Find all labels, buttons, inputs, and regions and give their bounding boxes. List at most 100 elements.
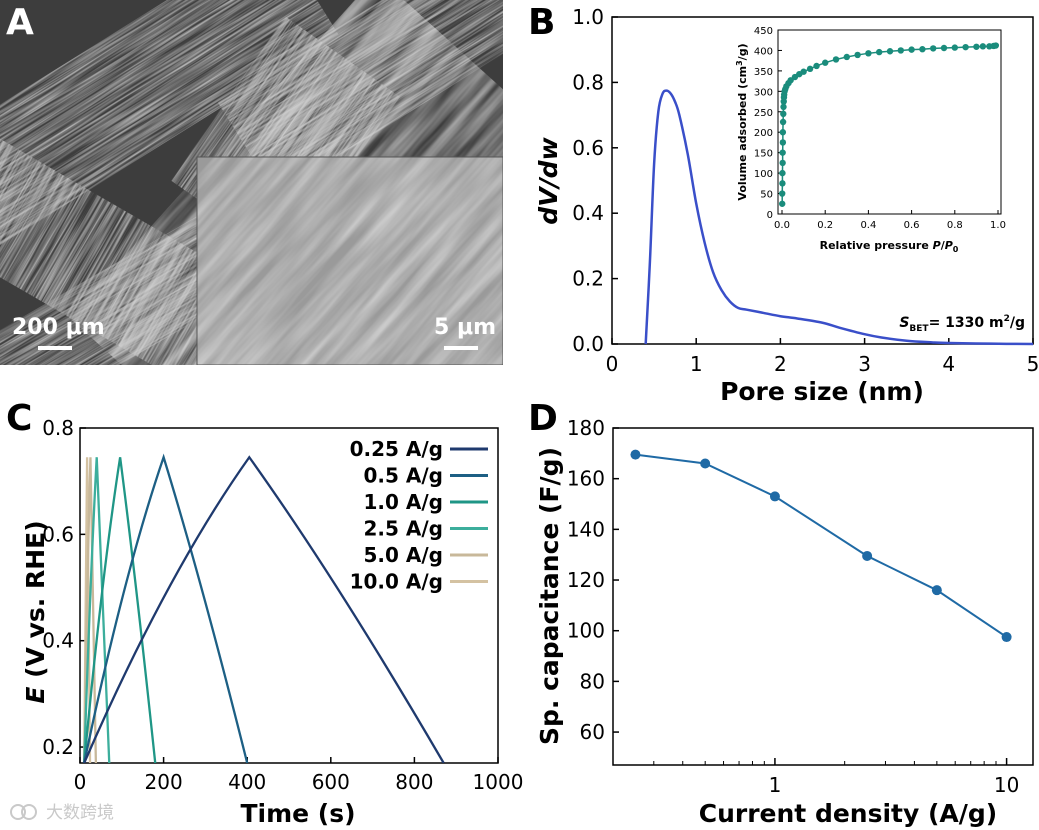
chart-d: 1 10 60 80 100 120 140 160 180 Current density (… (535, 416, 1034, 828)
scale-bar-label-main: 200 μm (12, 315, 105, 340)
chart-d-frame (612, 427, 1034, 766)
chart-b-y-tick-label: 0.6 (572, 136, 604, 160)
chart-d-x-tick-label: 1 (769, 773, 782, 797)
inset-data-point (951, 44, 958, 51)
chart-c-x-tick-label: 200 (145, 770, 183, 794)
chart-c-x-tick-label: 1000 (473, 770, 524, 794)
chart-d-y-tick-label: 160 (567, 467, 605, 491)
chart-c-x-tick-label: 600 (312, 770, 350, 794)
inset-x-tick-label: 1.0 (990, 220, 1006, 231)
chart-c-series-line (83, 453, 249, 763)
watermark-text: 大数跨境 (46, 803, 114, 823)
inset-x-title: Relative pressure P/P0 (820, 239, 959, 254)
chart-c-series-line (83, 457, 98, 763)
inset-y-tick-label: 100 (754, 169, 773, 180)
inset-data-point (940, 44, 948, 52)
chart-c-legend-label: 0.5 A/g (364, 464, 444, 488)
inset-y-tick-label: 400 (754, 46, 773, 57)
inset-data-point (780, 110, 787, 118)
chart-c-legend-label: 2.5 A/g (364, 517, 444, 541)
inset-x-tick-label: 0.8 (947, 220, 963, 231)
inset-data-point (779, 169, 786, 177)
watermark-icon (10, 804, 26, 820)
chart-c-x-tick-label: 0 (74, 770, 87, 794)
chart-b-x-tick-label: 3 (858, 352, 871, 376)
chart-d-data-point (1001, 632, 1012, 643)
inset-data-point (930, 45, 937, 52)
inset-data-point (780, 103, 787, 111)
inset-y-tick-label: 450 (754, 26, 773, 37)
panel-letter-a: A (6, 2, 34, 43)
chart-b: 0 1 2 3 4 50.00.20.40.60.81.0 Pore size (nm) … (534, 5, 1039, 406)
chart-b-x-tick-label: 4 (942, 352, 955, 376)
scale-bar-label-inset: 5 μm (434, 315, 496, 340)
inset-data-point (822, 59, 829, 66)
inset-data-point (779, 118, 787, 126)
chart-c-series-line (83, 457, 111, 763)
sem-micrograph: A 200 μm 5 μm (0, 0, 503, 365)
chart-b-y-tick-label: 0.8 (572, 70, 604, 94)
chart-d-x-title: Current density (A/g) (699, 799, 998, 828)
chart-b-series-line (644, 89, 1034, 346)
inset-y-title: Volume adsorbed (cm3/g) (735, 43, 749, 200)
scale-bar-inset (444, 346, 478, 350)
inset-data-point (806, 65, 814, 73)
chart-d-y-title: Sp. capacitance (F/g) (535, 447, 564, 745)
chart-c-legend-label: 5.0 A/g (364, 543, 444, 567)
chart-d-data-point (769, 491, 780, 502)
inset-frame (777, 29, 1002, 215)
inset-data-point (779, 149, 786, 156)
chart-d-data-point (630, 449, 641, 460)
panel-letter-c: C (6, 398, 32, 439)
chart-d-data-point (862, 550, 873, 561)
chart-d-y-tick-label: 100 (567, 619, 605, 643)
inset-data-point (779, 129, 787, 136)
inset-data-point (962, 43, 969, 51)
chart-b-y-title: dV/dw (534, 136, 563, 224)
chart-c-series-line (83, 457, 157, 763)
inset-data-point (886, 48, 894, 55)
chart-c: 0 200 400 600 800 1000 0.2 0.4 0.6 0.8 0.25 A/g 0.… (21, 416, 523, 828)
chart-b-y-tick-label: 0.0 (572, 332, 604, 356)
chart-b-y-tick-label: 0.2 (572, 267, 604, 291)
bet-annotation: SBET= 1330 m2/g (899, 314, 1025, 334)
chart-c-y-tick-label: 0.2 (42, 735, 74, 759)
inset-y-tick-label: 250 (754, 108, 773, 119)
chart-c-x-title: Time (s) (240, 799, 355, 828)
inset-data-point (800, 68, 807, 75)
inset-y-tick-label: 150 (754, 149, 773, 160)
chart-c-x-tick-label: 800 (395, 770, 433, 794)
chart-c-x-tick-label: 400 (228, 770, 266, 794)
chart-c-frame (79, 427, 499, 764)
inset-data-point (779, 139, 787, 146)
chart-c-legend-label: 0.25 A/g (350, 437, 443, 461)
chart-b-y-tick-label: 0.4 (572, 201, 604, 225)
inset-y-tick-label: 50 (760, 190, 773, 201)
chart-d-data-point (700, 458, 711, 469)
inset-data-point (779, 159, 786, 167)
inset-data-point (876, 48, 883, 56)
chart-b-x-tick-label: 1 (690, 352, 703, 376)
inset-y-tick-label: 350 (754, 67, 773, 78)
chart-c-series-line (83, 455, 445, 763)
inset-data-point (973, 43, 980, 50)
chart-d-y-tick-label: 60 (580, 720, 605, 744)
chart-c-y-tick-label: 0.6 (42, 522, 74, 546)
chart-b-x-tick-label: 2 (774, 352, 787, 376)
inset-data-point (979, 43, 987, 50)
chart-d-data-point (931, 585, 942, 596)
inset-x-tick-label: 0.6 (904, 220, 920, 231)
panel-letter-d: D (528, 398, 558, 439)
inset-data-point (779, 180, 786, 187)
inset-data-point (779, 190, 786, 197)
inset-data-point (897, 47, 904, 54)
inset-data-point (865, 50, 872, 57)
chart-d-x-tick-label: 10 (994, 773, 1019, 797)
chart-c-legend-label: 1.0 A/g (364, 490, 444, 514)
inset-y-tick-label: 0 (767, 210, 773, 221)
inset-y-tick-label: 200 (754, 128, 773, 139)
chart-d-y-tick-label: 80 (580, 669, 605, 693)
inset-data-point (779, 200, 786, 207)
chart-b-frame (611, 16, 1034, 345)
chart-b-x-title: Pore size (nm) (720, 377, 924, 406)
